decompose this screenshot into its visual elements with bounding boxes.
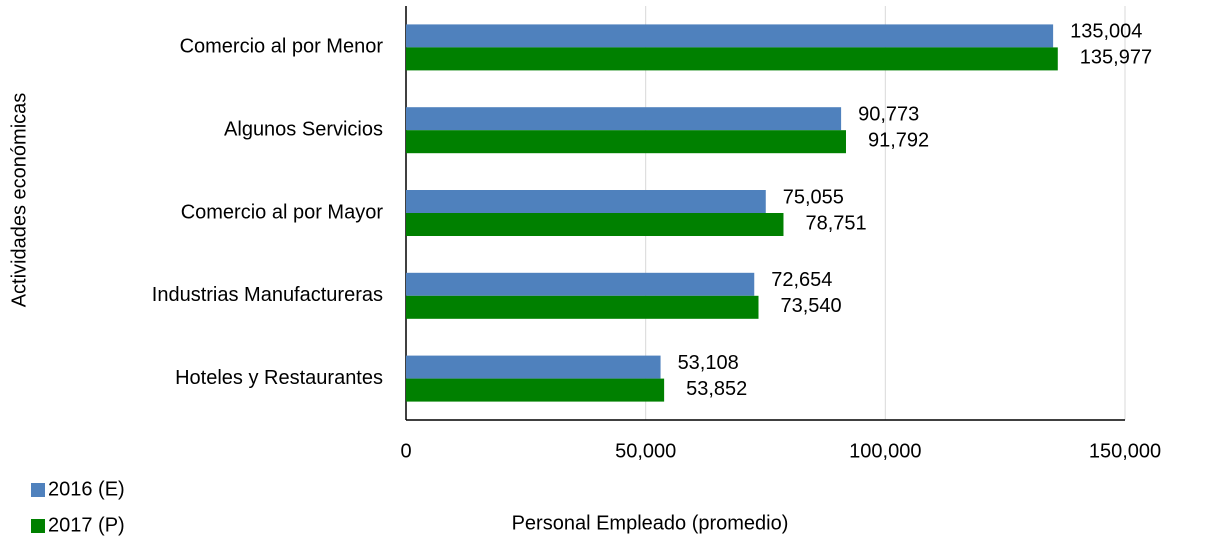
data-label: 78,751 [805,212,866,234]
y-tick-label: Industrias Manufactureras [152,284,383,306]
legend-label: 2016 (E) [48,478,125,500]
data-label: 91,792 [868,129,929,151]
bar [406,295,759,319]
y-tick-label: Hoteles y Restaurantes [175,367,383,389]
bar [406,190,766,213]
legend-swatch [31,519,45,533]
bar [406,355,661,379]
x-tick-label: 100,000 [849,440,921,462]
bar [406,213,784,236]
bar [406,130,846,154]
y-tick-label: Algunos Servicios [224,118,383,140]
data-label: 90,773 [858,103,919,125]
bar [406,24,1054,48]
data-label: 75,055 [783,186,844,208]
y-tick-label: Comercio al por Mayor [181,201,384,223]
data-label: 73,540 [781,295,842,317]
data-label: 53,108 [678,352,739,374]
x-tick-label: 0 [400,440,411,462]
bar [406,272,755,296]
data-label: 53,852 [686,378,747,400]
y-tick-label: Comercio al por Menor [180,36,384,58]
data-label: 72,654 [771,269,832,291]
y-axis-title: Actividades económicas [8,93,30,308]
bar [406,47,1058,71]
legend-label: 2017 (P) [48,514,125,536]
data-label: 135,977 [1080,47,1152,69]
data-label: 135,004 [1070,21,1142,43]
bar [406,378,665,402]
bar [406,107,842,131]
x-tick-label: 150,000 [1089,440,1161,462]
x-axis-title: Personal Empleado (promedio) [512,512,789,534]
legend-swatch [31,483,45,497]
x-tick-label: 50,000 [615,440,676,462]
